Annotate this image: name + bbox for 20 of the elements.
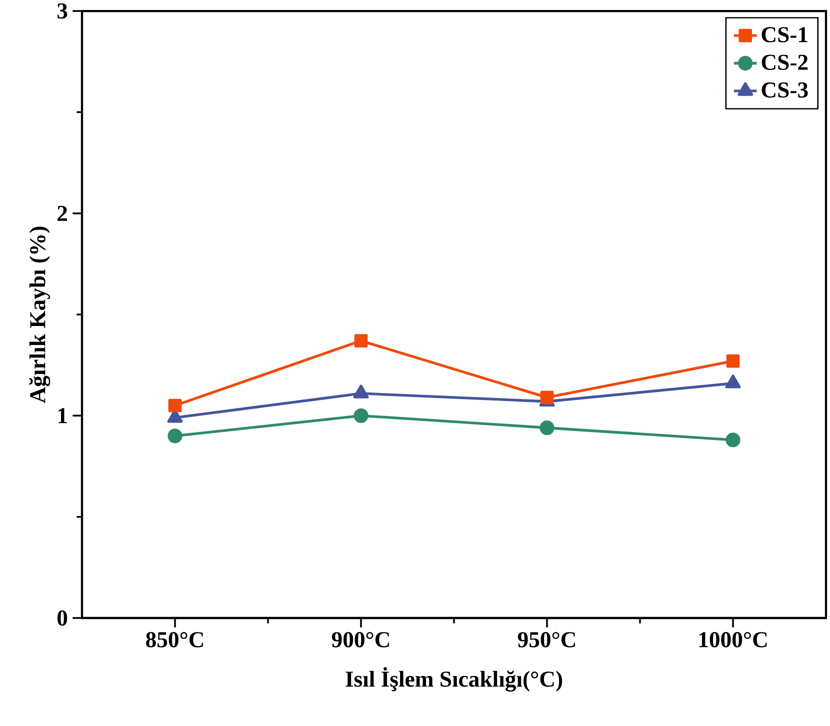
legend-label: CS-2 [762, 54, 808, 70]
point [726, 354, 740, 368]
y-tick-label: 0 [57, 610, 68, 626]
point [168, 428, 182, 444]
legend-label: CS-3 [762, 82, 808, 98]
x-tick-label: 900°C [332, 632, 389, 648]
point [540, 420, 554, 436]
x-tick-label: 1000°C [699, 632, 767, 648]
legend-label: CS-1 [762, 27, 808, 42]
point [354, 334, 368, 348]
point [726, 432, 740, 448]
x-axis-title: Isıl İşlem Sıcaklığı(°C) [346, 667, 562, 692]
y-axis-title: Ağırlık Kaybı (%) [29, 226, 50, 404]
x-tick-label: 950°C [518, 632, 575, 648]
y-tick-label: 3 [57, 3, 68, 19]
point [168, 398, 182, 412]
y-tick-label: 1 [58, 408, 67, 424]
y-tick-label: 2 [58, 206, 67, 221]
point [354, 408, 368, 423]
x-tick-label: 850°C [146, 632, 203, 648]
